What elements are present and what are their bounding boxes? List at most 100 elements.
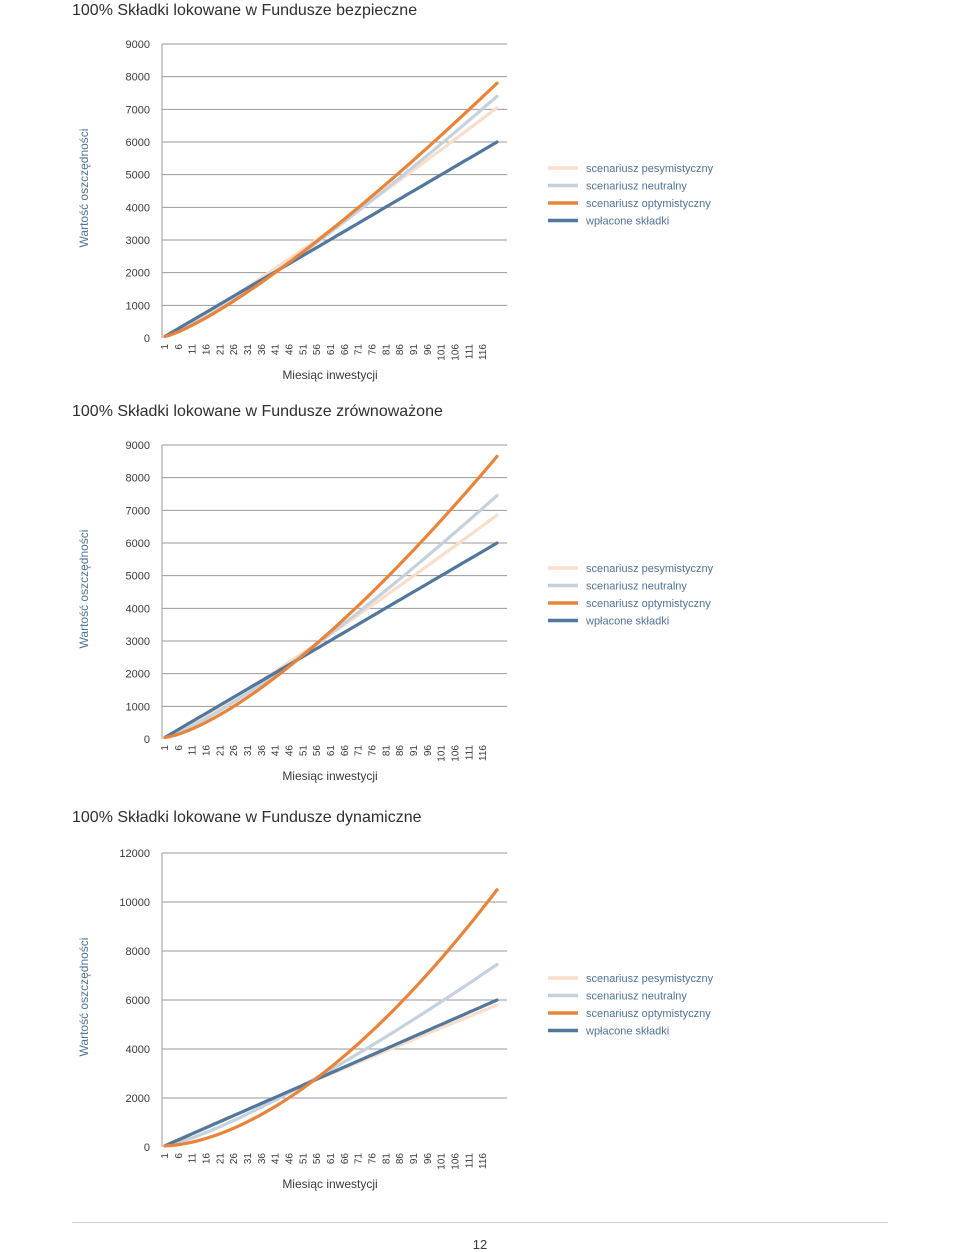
series-line bbox=[163, 94, 499, 338]
chart-title-safe: 100% Składki lokowane w Fundusze bezpiec… bbox=[72, 2, 418, 19]
x-tick-label: 21 bbox=[215, 344, 226, 356]
legend-label: scenariusz pesymistyczny bbox=[586, 973, 714, 985]
y-tick-label: 7000 bbox=[126, 505, 150, 517]
y-tick-label: 2000 bbox=[126, 268, 150, 280]
y-tick-label: 0 bbox=[144, 1142, 150, 1154]
y-tick-label: 4000 bbox=[126, 202, 150, 214]
series-line bbox=[163, 513, 499, 740]
series-line bbox=[163, 541, 499, 740]
y-tick-label: 0 bbox=[144, 734, 150, 746]
x-tick-label: 21 bbox=[215, 745, 226, 757]
series-line bbox=[163, 454, 499, 740]
x-tick-label: 36 bbox=[257, 745, 268, 757]
x-tick-label: 91 bbox=[409, 745, 420, 757]
legend-label: scenariusz neutralny bbox=[586, 181, 687, 193]
x-tick-label: 101 bbox=[437, 1153, 448, 1170]
x-tick-label: 101 bbox=[437, 745, 448, 762]
legend-label: scenariusz neutralny bbox=[586, 991, 687, 1003]
series-line bbox=[163, 998, 499, 1148]
y-tick-label: 6000 bbox=[126, 995, 150, 1007]
y-axis-label: Wartość oszczędności bbox=[77, 938, 91, 1057]
x-tick-label: 41 bbox=[271, 745, 282, 757]
legend-label: scenariusz pesymistyczny bbox=[586, 563, 714, 575]
x-tick-label: 1 bbox=[160, 745, 171, 751]
x-tick-label: 106 bbox=[451, 745, 462, 762]
x-tick-label: 36 bbox=[257, 1153, 268, 1165]
series-line bbox=[163, 140, 499, 338]
series-line bbox=[163, 494, 499, 740]
x-tick-label: 11 bbox=[188, 745, 199, 756]
y-tick-label: 10000 bbox=[119, 897, 150, 909]
legend-label: wpłacone składki bbox=[585, 216, 669, 228]
x-tick-label: 91 bbox=[409, 1153, 420, 1165]
y-tick-label: 5000 bbox=[126, 170, 150, 182]
x-tick-label: 21 bbox=[215, 1153, 226, 1165]
x-tick-label: 86 bbox=[395, 1153, 406, 1165]
x-tick-label: 116 bbox=[478, 344, 489, 360]
x-tick-label: 46 bbox=[285, 344, 296, 356]
x-tick-label: 56 bbox=[312, 1153, 323, 1165]
y-tick-label: 9000 bbox=[126, 39, 150, 51]
y-tick-label: 8000 bbox=[126, 473, 150, 485]
chart-title-balanced: 100% Składki lokowane w Fundusze zrównow… bbox=[72, 403, 443, 420]
legend-label: wpłacone składki bbox=[585, 1026, 669, 1038]
legend-label: scenariusz optymistyczny bbox=[586, 598, 711, 610]
y-tick-label: 12000 bbox=[119, 848, 150, 860]
x-tick-label: 56 bbox=[312, 745, 323, 757]
x-tick-label: 16 bbox=[202, 344, 213, 356]
x-tick-label: 111 bbox=[464, 344, 475, 360]
x-tick-label: 41 bbox=[271, 1153, 282, 1165]
x-tick-label: 51 bbox=[298, 745, 309, 757]
x-tick-label: 106 bbox=[451, 1153, 462, 1170]
x-tick-label: 71 bbox=[354, 745, 365, 757]
x-tick-label: 116 bbox=[478, 745, 489, 761]
y-tick-label: 9000 bbox=[126, 440, 150, 452]
x-tick-label: 31 bbox=[243, 344, 254, 356]
x-tick-label: 16 bbox=[202, 745, 213, 757]
x-tick-label: 46 bbox=[285, 745, 296, 757]
x-tick-label: 36 bbox=[257, 344, 268, 356]
x-tick-label: 51 bbox=[298, 1153, 309, 1165]
x-tick-label: 101 bbox=[437, 344, 448, 361]
series-line bbox=[163, 81, 499, 338]
legend-label: wpłacone składki bbox=[585, 616, 669, 628]
y-axis-label: Wartość oszczędności bbox=[77, 530, 91, 649]
y-tick-label: 4000 bbox=[126, 1044, 150, 1056]
x-tick-label: 81 bbox=[381, 745, 392, 757]
x-tick-label: 6 bbox=[174, 1153, 185, 1159]
x-tick-label: 81 bbox=[381, 344, 392, 356]
footer-divider bbox=[72, 1222, 888, 1223]
y-tick-label: 0 bbox=[144, 333, 150, 345]
x-tick-label: 11 bbox=[188, 1153, 199, 1164]
legend-label: scenariusz optymistyczny bbox=[586, 1008, 711, 1020]
x-tick-label: 31 bbox=[243, 745, 254, 757]
x-tick-label: 76 bbox=[368, 745, 379, 757]
x-tick-label: 41 bbox=[271, 344, 282, 356]
x-tick-label: 96 bbox=[423, 745, 434, 757]
x-tick-label: 11 bbox=[188, 344, 199, 355]
x-tick-label: 76 bbox=[368, 344, 379, 356]
x-tick-label: 6 bbox=[174, 344, 185, 350]
x-axis-label: Miesiąc inwestycji bbox=[282, 368, 377, 382]
x-tick-label: 26 bbox=[229, 344, 240, 356]
x-tick-label: 46 bbox=[285, 1153, 296, 1165]
x-tick-label: 116 bbox=[478, 1153, 489, 1169]
x-tick-label: 96 bbox=[423, 1153, 434, 1165]
x-axis-label: Miesiąc inwestycji bbox=[282, 769, 377, 783]
y-tick-label: 3000 bbox=[126, 636, 150, 648]
x-tick-label: 16 bbox=[202, 1153, 213, 1165]
x-tick-label: 66 bbox=[340, 1153, 351, 1165]
legend-label: scenariusz optymistyczny bbox=[586, 198, 711, 210]
legend-label: scenariusz neutralny bbox=[586, 581, 687, 593]
x-tick-label: 51 bbox=[298, 344, 309, 356]
y-tick-label: 2000 bbox=[126, 1093, 150, 1105]
y-tick-label: 1000 bbox=[126, 300, 150, 312]
y-tick-label: 4000 bbox=[126, 603, 150, 615]
x-tick-label: 1 bbox=[160, 1153, 171, 1159]
x-tick-label: 66 bbox=[340, 344, 351, 356]
x-tick-label: 111 bbox=[464, 1153, 475, 1169]
x-tick-label: 106 bbox=[451, 344, 462, 361]
x-axis-label: Miesiąc inwestycji bbox=[282, 1177, 377, 1191]
x-tick-label: 61 bbox=[326, 1153, 337, 1165]
